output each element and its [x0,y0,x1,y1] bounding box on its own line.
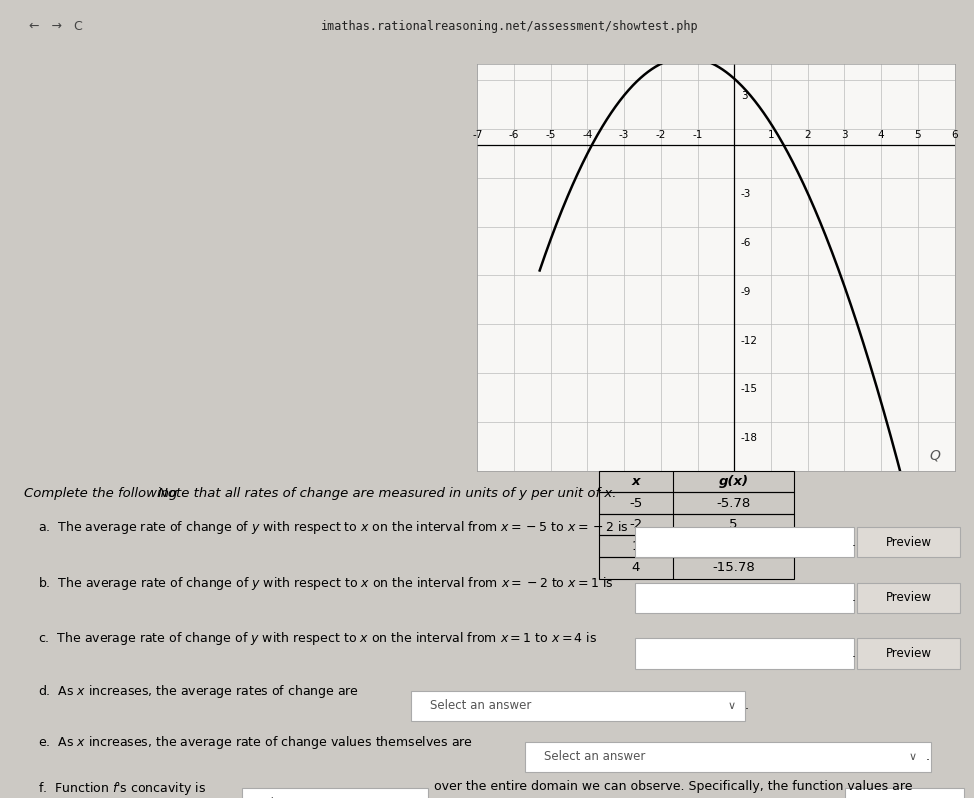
Text: -5.78: -5.78 [716,496,751,510]
Text: d.  As $x$ increases, the average rates of change are: d. As $x$ increases, the average rates o… [38,683,359,700]
Text: 5: 5 [915,129,921,140]
Text: -6: -6 [508,129,519,140]
Text: Note that all rates of change are measured in units of y per unit of x.: Note that all rates of change are measur… [158,487,617,500]
Text: 4: 4 [878,129,884,140]
Text: Select an answer: Select an answer [544,750,646,764]
Text: Preview: Preview [886,591,932,604]
Text: ∨: ∨ [909,752,918,762]
FancyBboxPatch shape [635,527,854,557]
Bar [599,557,794,579]
Text: Q: Q [929,448,940,463]
FancyBboxPatch shape [857,638,960,669]
Text: ←   →   C: ← → C [29,21,83,34]
Text: -18: -18 [741,433,758,443]
Text: a.  The average rate of change of $y$ with respect to $x$ on the interval from $: a. The average rate of change of $y$ wit… [38,519,629,535]
Text: -7: -7 [472,129,482,140]
Text: -15: -15 [741,385,758,394]
Text: -2: -2 [629,518,643,531]
Text: ∨: ∨ [728,701,735,711]
Bar [599,514,794,535]
Text: 1: 1 [632,539,640,553]
FancyBboxPatch shape [411,691,745,721]
Text: 2: 2 [805,129,811,140]
Text: Select an answer: Select an answer [256,796,357,798]
Text: Select an answer: Select an answer [430,699,531,713]
Text: -2: -2 [656,129,666,140]
Text: -3: -3 [741,189,751,199]
FancyBboxPatch shape [525,742,931,772]
Text: c.  The average rate of change of $y$ with respect to $x$ on the interval from $: c. The average rate of change of $y$ wit… [38,630,598,647]
FancyBboxPatch shape [857,583,960,613]
Bar [599,535,794,557]
Text: -15.78: -15.78 [712,561,755,575]
Text: -6: -6 [741,238,751,248]
Text: e.  As $x$ increases, the average rate of change values themselves are: e. As $x$ increases, the average rate of… [38,734,473,751]
Text: over the entire domain we can observe. Specifically, the function values are: over the entire domain we can observe. S… [430,780,913,793]
FancyBboxPatch shape [635,583,854,613]
Text: Preview: Preview [886,535,932,548]
FancyBboxPatch shape [844,788,964,798]
Text: g(x): g(x) [719,475,748,488]
Text: -12: -12 [741,336,758,346]
Text: Complete the following.: Complete the following. [24,487,182,500]
Text: .: . [851,647,855,660]
Text: Preview: Preview [886,647,932,660]
Text: -9: -9 [741,286,751,297]
FancyBboxPatch shape [242,788,428,798]
FancyBboxPatch shape [857,527,960,557]
Bar [599,471,794,492]
Text: 4: 4 [632,561,640,575]
Text: 6: 6 [952,129,957,140]
Text: 1: 1 [768,129,774,140]
Text: .: . [926,750,930,764]
Text: 3: 3 [741,92,747,101]
Text: f.  Function $f$'s concavity is: f. Function $f$'s concavity is [38,780,206,797]
Text: .: . [745,699,749,713]
Text: x: x [632,475,640,488]
Text: -3: -3 [618,129,629,140]
Text: -5: -5 [545,129,556,140]
Text: 3: 3 [842,129,847,140]
Text: -4: -4 [582,129,592,140]
Text: -1: -1 [693,129,702,140]
Text: -5: -5 [629,496,643,510]
Bar [599,492,794,514]
Text: b.  The average rate of change of $y$ with respect to $x$ on the interval from $: b. The average rate of change of $y$ wit… [38,575,614,591]
Text: 5: 5 [730,518,737,531]
Text: 1.32: 1.32 [719,539,748,553]
Text: imathas.rationalreasoning.net/assessment/showtest.php: imathas.rationalreasoning.net/assessment… [321,21,699,34]
Text: .: . [851,591,855,604]
FancyBboxPatch shape [635,638,854,669]
Text: .: . [851,535,855,548]
